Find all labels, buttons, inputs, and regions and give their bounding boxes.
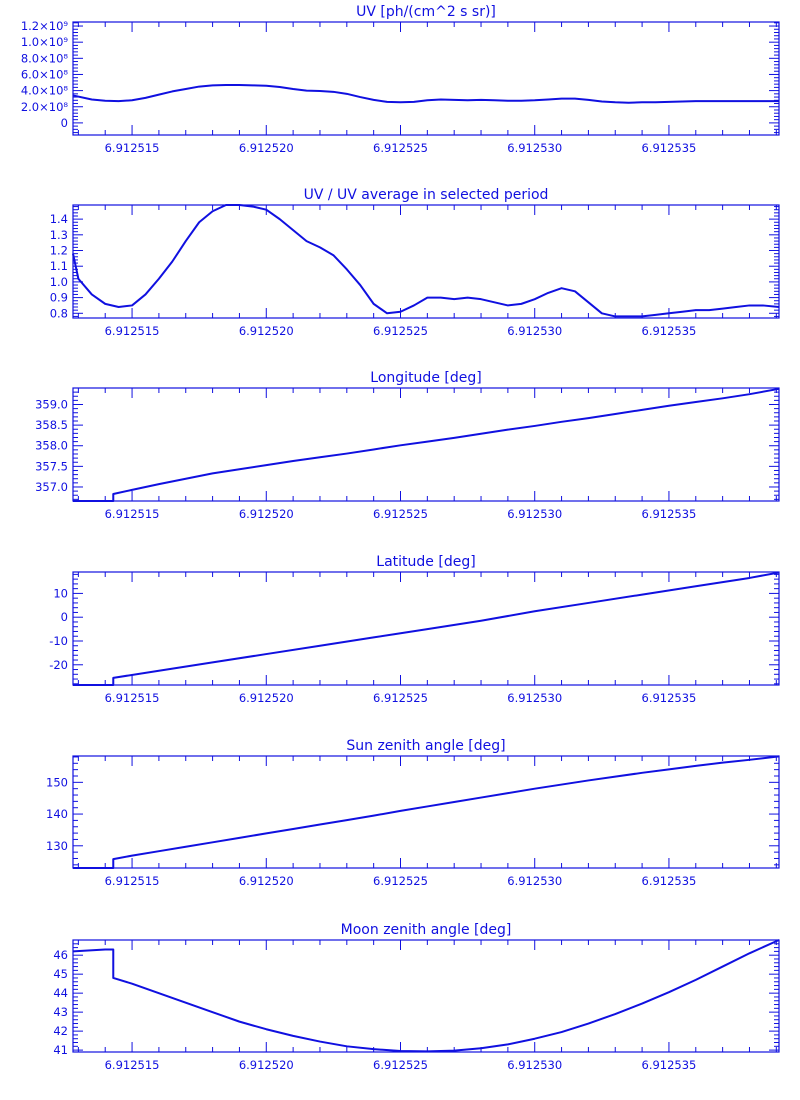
series-line [72, 83, 779, 104]
y-tick-label: 357.5 [35, 459, 68, 473]
y-tick-label: -20 [49, 658, 68, 672]
y-tick-label: 46 [53, 948, 68, 962]
x-tick-label: 6.912515 [105, 324, 160, 338]
x-tick-label: 6.912530 [507, 1058, 562, 1072]
plot-frame [72, 387, 780, 502]
x-tick-label: 6.912520 [239, 1058, 294, 1072]
series-line [72, 204, 780, 318]
x-tick-label: 6.912530 [507, 141, 562, 155]
y-tick-label: 358.5 [35, 418, 68, 432]
chart-panel-5: Sun zenith angle [deg] 6.912515 6.912520 6.… [46, 738, 780, 888]
chart-title: Longitude [deg] [370, 370, 481, 386]
x-tick-label: 6.912535 [642, 507, 697, 521]
plot-frame [72, 204, 780, 319]
plot-frame [72, 21, 780, 136]
x-tick-label: 6.912530 [507, 324, 562, 338]
x-tick-label: 6.912515 [105, 507, 160, 521]
y-tick-label: 140 [46, 807, 68, 821]
chart-panel-2: UV / UV average in selected period 6.9125… [50, 187, 780, 338]
x-tick-label: 6.912525 [373, 691, 428, 705]
y-tick-label: 4.0×10⁸ [21, 84, 69, 98]
y-tick-label: 41 [53, 1043, 68, 1057]
x-tick-label: 6.912515 [105, 874, 160, 888]
plot-frame [72, 755, 780, 869]
y-tick-label: 1.3 [50, 228, 68, 242]
x-tick-label: 6.912535 [642, 1058, 697, 1072]
x-tick-label: 6.912515 [105, 141, 160, 155]
y-tick-label: 10 [53, 586, 68, 600]
series-line [73, 387, 780, 502]
x-tick-label: 6.912525 [373, 324, 428, 338]
y-tick-label: 1.0 [50, 275, 68, 289]
series-line [73, 755, 780, 869]
y-tick-label: 2.0×10⁸ [21, 100, 69, 114]
chart-title: Latitude [deg] [376, 554, 475, 570]
y-tick-label: 359.0 [35, 397, 68, 411]
x-tick-label: 6.912535 [642, 874, 697, 888]
series-line [72, 939, 780, 1053]
x-tick-label: 6.912520 [239, 324, 294, 338]
x-tick-label: 6.912520 [239, 141, 294, 155]
chart-panel-4: Latitude [deg] 6.912515 6.912520 6.912525 6.… [49, 554, 780, 705]
y-tick-label: 0.9 [50, 291, 68, 305]
y-tick-label: 1.1 [50, 259, 68, 273]
y-tick-label: 1.2×10⁹ [21, 19, 69, 33]
chart-title: Sun zenith angle [deg] [346, 738, 505, 754]
x-tick-label: 6.912525 [373, 507, 428, 521]
y-tick-label: -10 [49, 634, 68, 648]
y-tick-label: 1.4 [50, 212, 68, 226]
y-tick-label: 8.0×10⁸ [21, 51, 69, 65]
y-tick-label: 45 [53, 967, 68, 981]
y-tick-label: 1.2 [50, 244, 68, 258]
x-tick-label: 6.912530 [507, 507, 562, 521]
chart-title: UV / UV average in selected period [304, 187, 549, 203]
y-tick-label: 0 [61, 610, 68, 624]
y-tick-label: 6.0×10⁸ [21, 67, 69, 81]
plot-frame [72, 939, 780, 1053]
x-tick-label: 6.912525 [373, 141, 428, 155]
x-tick-label: 6.912515 [105, 691, 160, 705]
x-tick-label: 6.912535 [642, 141, 697, 155]
plot-frame [72, 571, 780, 686]
y-tick-label: 43 [53, 1005, 68, 1019]
x-tick-label: 6.912530 [507, 874, 562, 888]
x-tick-label: 6.912525 [373, 874, 428, 888]
y-tick-label: 357.0 [35, 480, 68, 494]
y-tick-label: 130 [46, 839, 68, 853]
x-tick-label: 6.912535 [642, 691, 697, 705]
x-tick-label: 6.912525 [373, 1058, 428, 1072]
y-tick-label: 1.0×10⁹ [21, 35, 69, 49]
x-tick-label: 6.912530 [507, 691, 562, 705]
chart-panel-3: Longitude [deg] 6.912515 6.912520 6.912525 6… [35, 370, 780, 521]
y-tick-label: 44 [53, 986, 68, 1000]
chart-panel-6: Moon zenith angle [deg] 6.912515 6.912520 6… [53, 922, 780, 1072]
chart-panel-1: UV [ph/(cm^2 s sr)] 6.912515 6.912520 6.912… [21, 4, 780, 155]
chart-title: UV [ph/(cm^2 s sr)] [356, 4, 496, 20]
y-tick-label: 358.0 [35, 439, 68, 453]
x-tick-label: 6.912520 [239, 507, 294, 521]
y-tick-label: 0 [61, 116, 68, 130]
y-tick-label: 150 [46, 775, 68, 789]
x-tick-label: 6.912520 [239, 691, 294, 705]
x-tick-label: 6.912535 [642, 324, 697, 338]
x-tick-label: 6.912515 [105, 1058, 160, 1072]
y-tick-label: 42 [53, 1024, 68, 1038]
series-line [73, 571, 780, 686]
chart-title: Moon zenith angle [deg] [341, 922, 512, 938]
x-tick-label: 6.912520 [239, 874, 294, 888]
y-tick-label: 0.8 [50, 306, 68, 320]
